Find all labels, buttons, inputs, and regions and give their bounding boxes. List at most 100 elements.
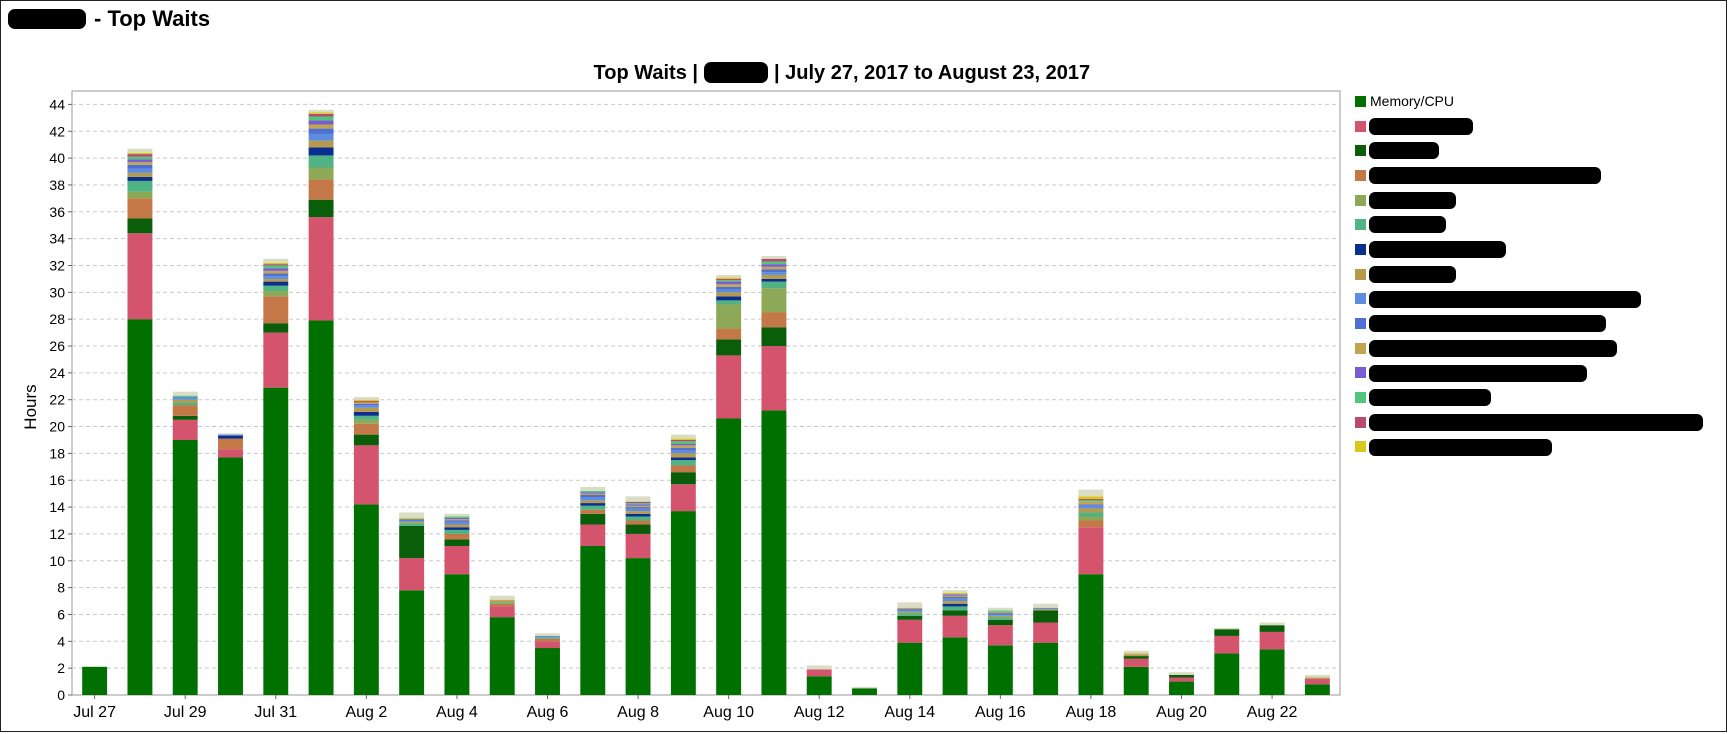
bar-segment: [399, 590, 425, 695]
bar-segment: [263, 387, 289, 695]
bar-segment: [670, 444, 696, 446]
bar-segment: [172, 397, 198, 400]
legend-redaction: [1369, 142, 1439, 160]
y-tick-label: 16: [49, 472, 65, 488]
bar-segment: [1078, 508, 1104, 513]
bar-segment: [535, 633, 560, 636]
bar-segment: [172, 439, 198, 695]
legend-item: [1355, 138, 1725, 163]
bar-segment: [218, 449, 243, 458]
bar-segment: [942, 615, 968, 638]
bar-segment: [625, 511, 651, 514]
x-tick-label: Jul 31: [254, 704, 297, 721]
bar-segment: [761, 258, 787, 262]
bar-segment: [1078, 512, 1104, 517]
bar-segment: [625, 524, 651, 534]
bar-segment: [1214, 635, 1240, 654]
bar-segment: [1169, 681, 1194, 695]
bar-segment: [625, 558, 651, 695]
legend-swatch: [1355, 416, 1366, 428]
bar-segment: [625, 504, 651, 506]
bar-segment: [444, 513, 470, 517]
bar-segment: [1033, 603, 1059, 608]
bar-segment: [127, 148, 153, 153]
bar-segment: [1123, 658, 1149, 667]
y-tick-label: 14: [49, 499, 65, 515]
bar-segment: [127, 191, 153, 199]
bar-segment: [399, 512, 425, 518]
legend-redaction: [1369, 117, 1473, 135]
bar-segment: [761, 312, 787, 328]
bar-segment: [625, 533, 651, 559]
page-header: - Top Waits: [0, 4, 210, 34]
bar-segment: [444, 527, 470, 530]
bar-segment: [1304, 678, 1330, 685]
bar-segment: [444, 521, 470, 525]
bar-segment: [353, 423, 379, 435]
bar-segment: [580, 500, 606, 504]
bar-segment: [942, 598, 968, 602]
bar-segment: [580, 497, 606, 501]
bar-segment: [1214, 627, 1240, 630]
bar-segment: [942, 595, 968, 598]
bar-segment: [716, 418, 742, 695]
bar-segment: [625, 508, 651, 512]
legend-swatch: [1355, 392, 1366, 404]
bar-segment: [761, 269, 787, 273]
legend-redaction: [1369, 265, 1456, 283]
x-tick-label: Aug 8: [617, 704, 659, 721]
bar-segment: [670, 434, 696, 439]
y-tick-label: 2: [57, 660, 65, 676]
bar-segment: [127, 176, 153, 181]
bar-segment: [761, 327, 787, 347]
bar-segment: [535, 648, 560, 695]
bar-segment: [489, 599, 515, 602]
bar-segment: [942, 610, 968, 616]
bar-segment: [308, 167, 334, 180]
bar-segment: [1214, 629, 1240, 636]
bar-segment: [444, 533, 470, 540]
bar-segment: [263, 281, 289, 286]
bar-segment: [353, 397, 379, 400]
bar-segment: [489, 602, 515, 604]
bar-segment: [761, 256, 787, 259]
bar-segment: [399, 517, 425, 520]
legend-item: [1355, 361, 1725, 386]
bar-segment: [761, 266, 787, 270]
bar-segment: [625, 520, 651, 525]
bar-segment: [127, 180, 153, 192]
bar-segment: [1033, 622, 1059, 643]
legend-redaction: [1369, 167, 1601, 185]
bar-segment: [172, 402, 198, 406]
bar-segment: [580, 503, 606, 506]
y-tick-label: 42: [49, 123, 65, 139]
bar-segment: [897, 610, 923, 612]
legend-swatch: [1355, 169, 1366, 181]
y-tick-label: 20: [49, 419, 65, 435]
bar-segment: [580, 490, 606, 493]
bar-segment: [308, 320, 334, 695]
bar-segment: [127, 319, 153, 695]
bar-segment: [625, 503, 651, 505]
bar-segment: [308, 128, 334, 134]
page-title: - Top Waits: [94, 6, 211, 31]
y-axis-label: Hours: [21, 384, 40, 429]
bar-segment: [716, 296, 742, 301]
bar-segment: [670, 438, 696, 440]
legend-swatch: [1355, 342, 1366, 354]
legend-item: [1355, 336, 1725, 361]
legend-redaction: [1369, 191, 1456, 209]
bar-layer: [82, 109, 1330, 695]
y-tick-label: 34: [49, 231, 65, 247]
y-tick-label: 22: [49, 392, 65, 408]
bar-segment: [172, 419, 198, 440]
bar-segment: [670, 445, 696, 449]
bar-segment: [444, 524, 470, 528]
bar-segment: [353, 411, 379, 416]
bar-segment: [172, 395, 198, 398]
bar-segment: [263, 290, 289, 297]
bar-segment: [218, 457, 243, 695]
bar-segment: [353, 403, 379, 406]
bar-segment: [1123, 654, 1149, 657]
